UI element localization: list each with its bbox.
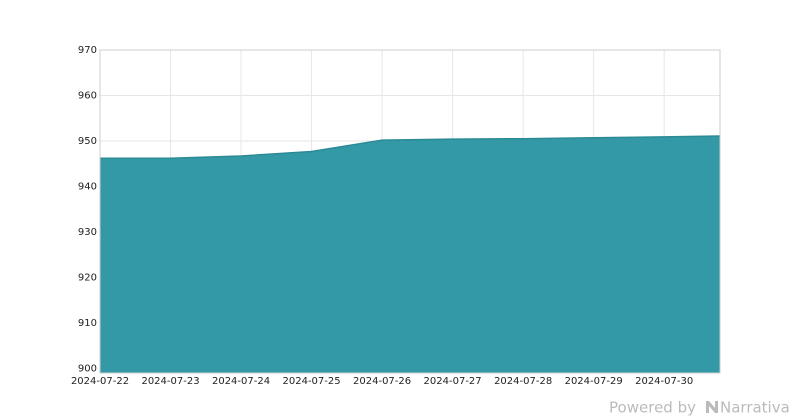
y-tick-label: 950 [78,136,97,147]
brand-logo [706,401,718,413]
footer-prefix: Powered by [609,399,696,417]
y-tick-label: 970 [78,45,97,56]
x-tick-label: 2024-07-30 [635,376,693,387]
x-tick-label: 2024-07-23 [141,376,199,387]
x-tick-label: 2024-07-22 [71,376,129,387]
y-tick-label: 900 [78,363,97,374]
y-tick-label: 930 [78,227,97,238]
y-tick-label: 920 [78,272,97,283]
x-tick-label: 2024-07-27 [424,376,482,387]
x-tick-label: 2024-07-29 [565,376,623,387]
y-tick-label: 940 [78,181,97,192]
area [100,135,720,373]
footer-brand: Narrativa [720,399,790,417]
y-tick-label: 910 [78,318,97,329]
x-tick-label: 2024-07-28 [494,376,552,387]
y-tick-label: 960 [78,90,97,101]
x-tick-label: 2024-07-24 [212,376,270,387]
plot-border [99,49,721,374]
x-tick-label: 2024-07-26 [353,376,411,387]
x-tick-label: 2024-07-25 [283,376,341,387]
area-line [100,135,721,160]
